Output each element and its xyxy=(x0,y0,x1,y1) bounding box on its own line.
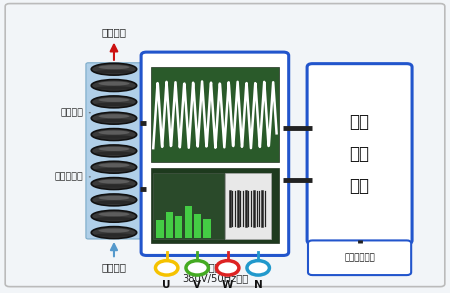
Ellipse shape xyxy=(94,217,133,221)
Bar xyxy=(225,173,271,239)
Ellipse shape xyxy=(99,180,130,184)
Ellipse shape xyxy=(99,81,130,86)
Bar xyxy=(151,67,279,162)
Ellipse shape xyxy=(91,161,137,173)
Ellipse shape xyxy=(94,70,133,74)
Ellipse shape xyxy=(99,212,130,216)
Bar xyxy=(184,206,192,238)
Ellipse shape xyxy=(94,135,133,139)
Ellipse shape xyxy=(99,196,130,200)
Ellipse shape xyxy=(99,147,130,151)
Ellipse shape xyxy=(94,184,133,188)
FancyBboxPatch shape xyxy=(308,241,411,275)
Circle shape xyxy=(155,261,178,275)
Ellipse shape xyxy=(91,178,137,190)
Ellipse shape xyxy=(91,227,137,239)
Text: 变频
控制
单元: 变频 控制 单元 xyxy=(350,113,369,195)
Circle shape xyxy=(186,261,208,275)
Ellipse shape xyxy=(94,233,133,237)
Text: 高频线圈: 高频线圈 xyxy=(61,108,90,117)
Text: U: U xyxy=(162,280,171,290)
Text: N: N xyxy=(254,280,262,290)
Text: 380V/50Hz输入: 380V/50Hz输入 xyxy=(182,273,248,283)
Text: 变频功率输出: 变频功率输出 xyxy=(196,262,234,272)
Text: W: W xyxy=(222,280,234,290)
Ellipse shape xyxy=(94,103,133,106)
Circle shape xyxy=(247,261,270,275)
Ellipse shape xyxy=(91,80,137,91)
Bar xyxy=(194,214,201,238)
Text: 智能控制单元: 智能控制单元 xyxy=(344,253,375,262)
FancyBboxPatch shape xyxy=(5,4,445,287)
Ellipse shape xyxy=(91,63,137,75)
Text: 绝缘密闭层: 绝缘密闭层 xyxy=(55,172,90,181)
FancyBboxPatch shape xyxy=(141,52,289,255)
Ellipse shape xyxy=(91,112,137,124)
Bar xyxy=(153,173,224,239)
Bar xyxy=(151,168,279,243)
FancyBboxPatch shape xyxy=(307,64,412,244)
Text: 冷水进入: 冷水进入 xyxy=(101,262,126,272)
Circle shape xyxy=(216,261,239,275)
Text: V: V xyxy=(193,280,201,290)
Ellipse shape xyxy=(99,163,130,167)
Ellipse shape xyxy=(91,96,137,108)
Bar xyxy=(166,212,173,238)
Ellipse shape xyxy=(99,229,130,233)
Ellipse shape xyxy=(94,86,133,90)
Ellipse shape xyxy=(91,210,137,222)
FancyBboxPatch shape xyxy=(86,63,142,239)
Text: 热水输出: 热水输出 xyxy=(101,27,126,37)
Ellipse shape xyxy=(91,194,137,206)
Ellipse shape xyxy=(94,168,133,171)
Bar xyxy=(156,220,163,238)
Ellipse shape xyxy=(99,114,130,118)
Bar xyxy=(175,216,182,238)
Ellipse shape xyxy=(91,145,137,157)
Ellipse shape xyxy=(94,151,133,155)
Ellipse shape xyxy=(99,130,130,134)
Ellipse shape xyxy=(91,129,137,140)
Ellipse shape xyxy=(94,119,133,122)
Ellipse shape xyxy=(94,201,133,204)
Ellipse shape xyxy=(99,65,130,69)
Ellipse shape xyxy=(99,98,130,102)
Bar xyxy=(203,219,211,238)
